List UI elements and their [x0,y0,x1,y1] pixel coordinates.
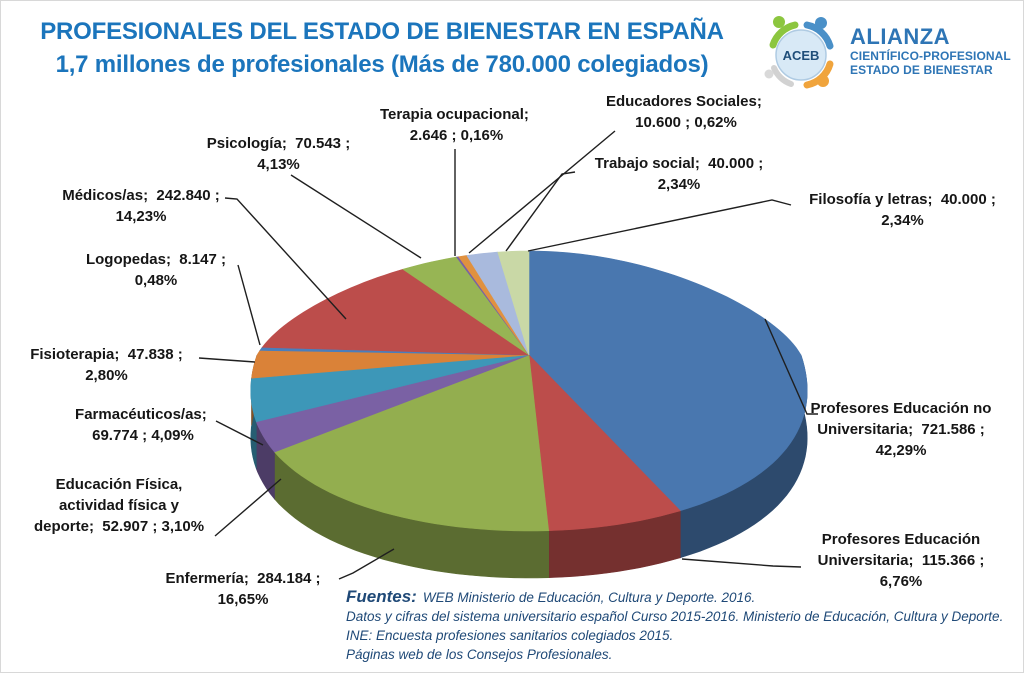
pie-slice-enfermeria [273,354,550,532]
pie-callout-logopedas: Logopedas; 8.147 ; 0,48% [85,251,227,289]
sources-block: Fuentes: WEB Ministerio de Educación, Cul… [346,587,1018,664]
pie-callout-educadores-sociales: Educadores Sociales; 10.600 ; 0,62% [605,93,767,131]
pie-callout-medicos: Médicos/as; 242.840 ; 14,23% [62,187,220,225]
pie-wall-profesores-educacion-no-universitaria [680,354,808,559]
pie-callout-terapia-ocupacional: Terapia ocupacional; 2.646 ; 0,16% [379,106,534,144]
leader-line-medicos [224,197,347,320]
pie-slice-profesores-educacion-universitaria [528,354,681,532]
pie-slice-farmaceuticos [250,354,530,423]
leader-line-profesores-educacion-universitaria [681,558,802,568]
pie-wall-profesores-educacion-universitaria [548,510,681,579]
pie-callout-farmaceuticos: Farmacéuticos/as; 69.774 ; 4,09% [75,406,211,444]
pie-wall-fisioterapia [251,354,258,426]
sources-text-4: Páginas web de los Consejos Profesionale… [346,647,613,662]
chart-title: PROFESIONALES DEL ESTADO DE BIENESTAR EN… [29,15,735,81]
sources-text-2: Datos y cifras del sistema universitario… [346,609,1004,624]
logo-wordmark: ALIANZA CIENTÍFICO-PROFESIONAL ESTADO DE… [850,24,1011,78]
sources-line-3: INE: Encuesta profesiones sanitarios col… [346,626,1018,645]
pie-slice-trabajo-social [466,251,530,356]
logo-orange-head-icon [817,75,829,87]
pie-wall-enfermeria [274,451,549,579]
logo-grey-head-icon [764,69,774,79]
sources-line-2: Datos y cifras del sistema universitario… [346,607,1018,626]
pie-slice-filosofia-y-letras [497,250,530,356]
pie-slice-educadores-sociales [458,255,530,356]
logo-green-figure-icon [769,21,799,49]
logo-blue-head-icon [815,17,827,29]
pie-wall-educacion-fisica [256,421,275,500]
chart-title-line2: 1,7 millones de profesionales (Más de 78… [55,51,709,78]
leader-line-psicologia [290,174,422,259]
logo-subtitle-1: CIENTÍFICO-PROFESIONAL [850,49,1011,63]
sources-text-1: WEB Ministerio de Educación, Cultura y D… [422,590,756,605]
pie-callout-filosofia-y-letras: Filosofía y letras; 40.000 ; 2,34% [809,191,996,229]
pie-slice-medicos [261,268,531,356]
logo-grey-figure-icon [771,65,794,87]
sources-line-4: Páginas web de los Consejos Profesionale… [346,645,1018,664]
leader-line-enfermeria [338,548,395,580]
sources-line-1: Fuentes: WEB Ministerio de Educación, Cul… [346,587,1018,607]
aceb-logo-circle [775,29,827,81]
leader-line-trabajo-social [505,171,576,252]
pie-wall-farmaceuticos [250,378,257,469]
sources-text-3: INE: Encuesta profesiones sanitarios col… [346,628,674,643]
leader-line-fisioterapia [198,357,256,363]
pie-slice-fisioterapia [251,350,530,379]
pie-callout-profesores-educacion-universitaria: Profesores Educación Universitaria; 115.… [817,531,985,590]
pie-slice-psicologia [402,256,530,356]
pie-slice-educacion-fisica [255,354,530,453]
pie-callout-trabajo-social: Trabajo social; 40.000 ; 2,34% [594,155,764,193]
logo-green-head-icon [773,16,785,28]
chart-title-line1: PROFESIONALES DEL ESTADO DE BIENESTAR EN… [40,18,724,45]
pie-callout-profesores-educacion-no-universitaria: Profesores Educación no Universitaria; 7… [810,400,992,459]
sources-label: Fuentes: [346,587,417,606]
pie-slice-profesores-educacion-no-universitaria [528,250,808,512]
leader-line-logopedas [237,264,261,346]
logo-name: ALIANZA [850,24,951,49]
aceb-logo-icon: ACEB [764,16,834,89]
pie-slice-logopedas [259,346,530,356]
aceb-badge-text: ACEB [783,48,820,63]
pie-callout-enfermeria: Enfermería; 284.184 ; 16,65% [165,570,321,608]
leader-line-filosofia-y-letras [527,199,792,252]
pie-callout-educacion-fisica: Educación Física, actividad física y dep… [33,476,205,535]
pie-slice-terapia-ocupacional [455,256,530,356]
pie-callout-fisioterapia: Fisioterapia; 47.838 ; 2,80% [30,346,183,384]
logo-blue-figure-icon [803,21,834,50]
leader-line-educacion-fisica [214,478,282,537]
pie-callout-psicologia: Psicología; 70.543 ; 4,13% [206,135,351,173]
logo-subtitle-2: ESTADO DE BIENESTAR [850,63,993,77]
